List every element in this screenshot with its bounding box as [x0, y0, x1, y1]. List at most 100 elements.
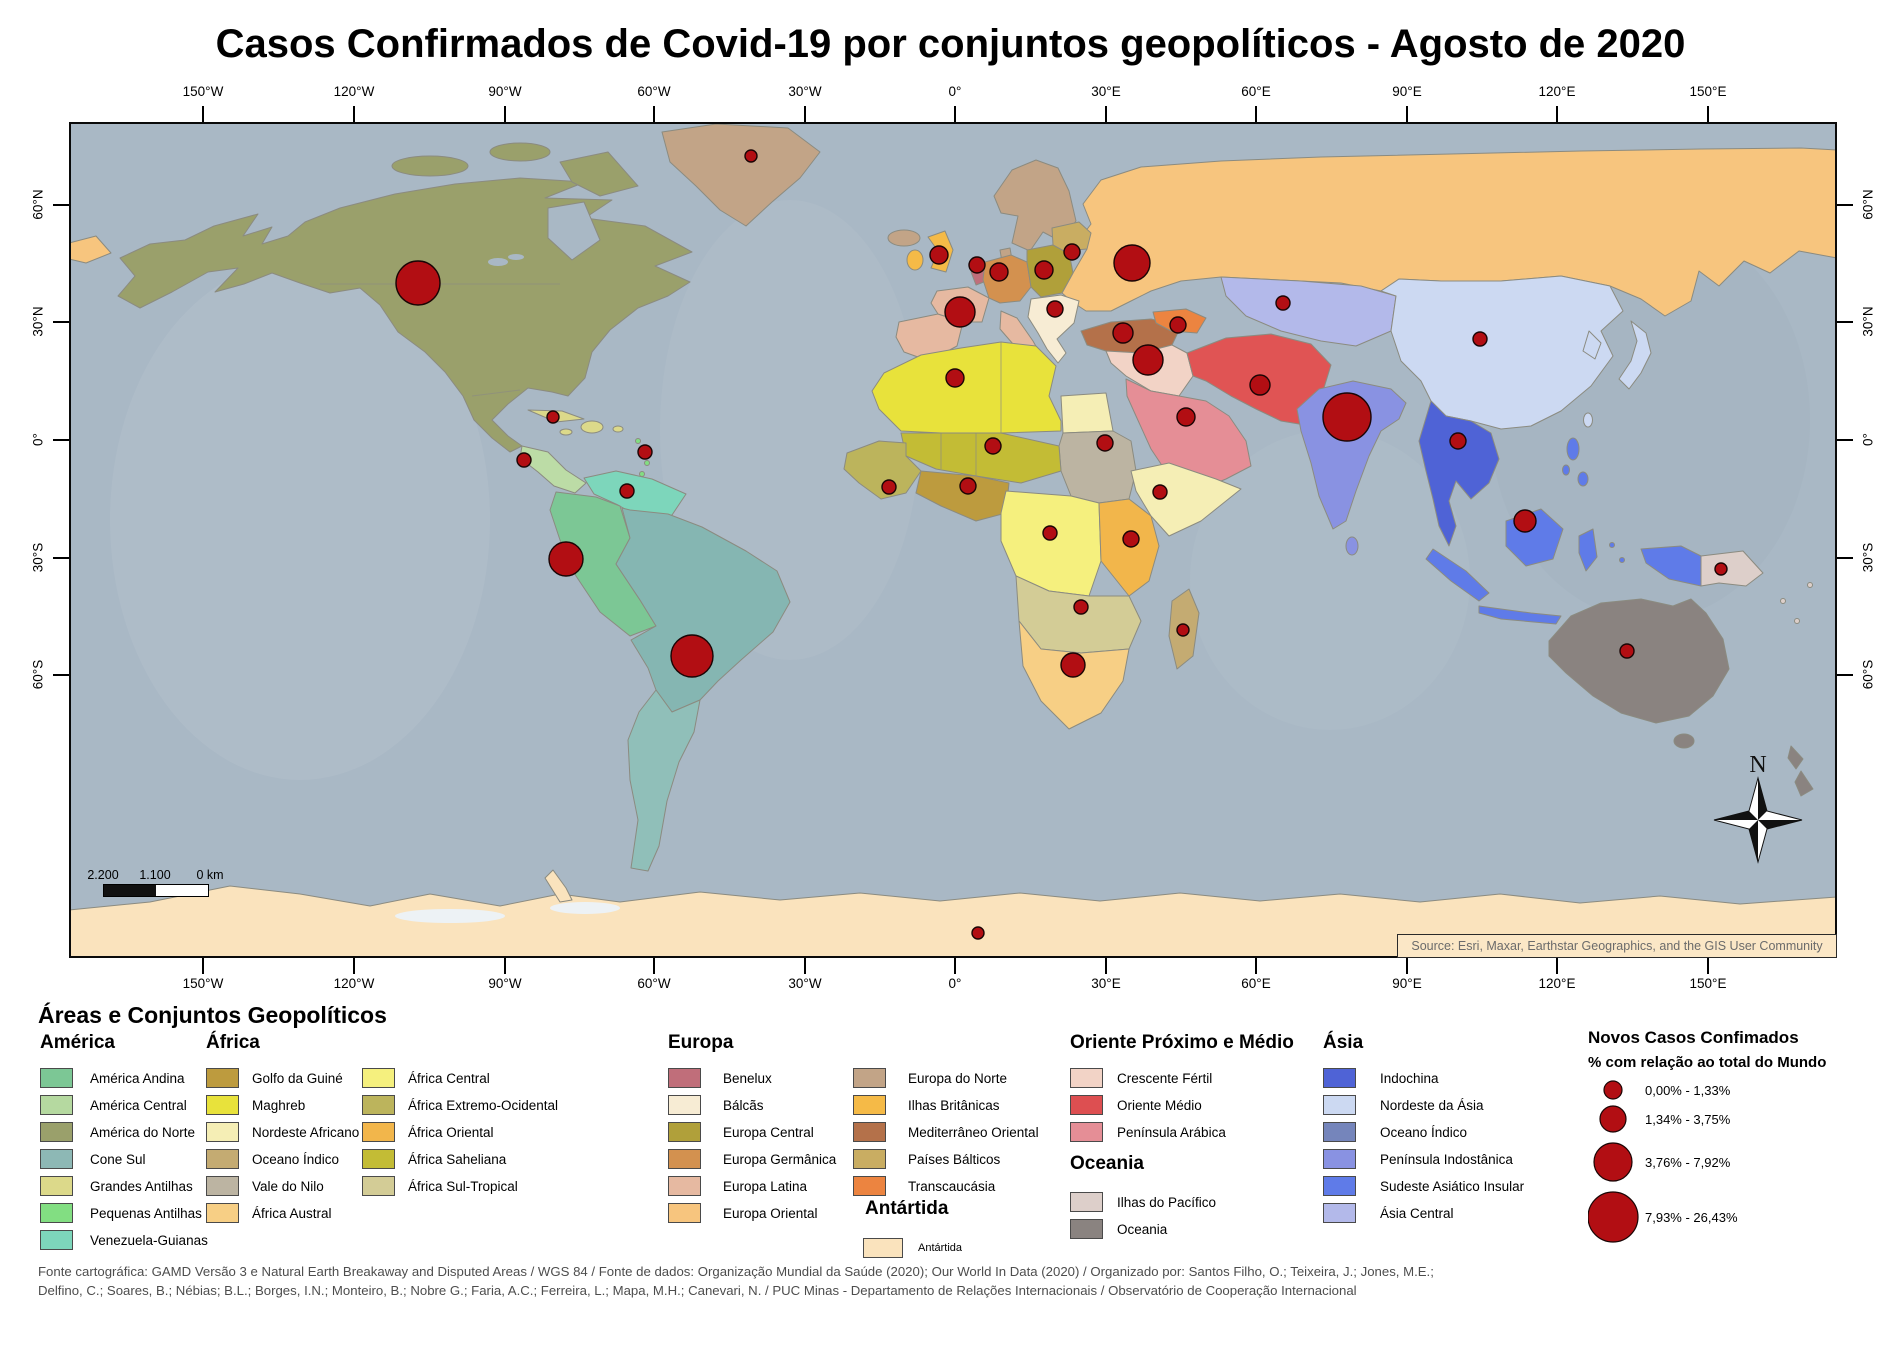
legend-swatch — [1323, 1095, 1356, 1115]
lon-label: 0° — [948, 84, 962, 99]
case-bubble-Península Indostânica — [1322, 392, 1372, 442]
legend-item-label: Europa Oriental — [723, 1205, 818, 1221]
region-america-central-caribe — [519, 409, 650, 494]
legend-item-label: Vale do Nilo — [252, 1178, 324, 1194]
lon-tick — [954, 958, 956, 974]
case-bubble-Europa Latina — [944, 296, 976, 328]
legend-item-label: América do Norte — [90, 1124, 196, 1140]
case-bubble-Oceano Índico (Madagáscar) — [1176, 623, 1190, 637]
legend-item-label: África Central — [408, 1070, 490, 1086]
legend-swatch — [40, 1068, 73, 1088]
legend-item-label: Transcaucásia — [908, 1178, 996, 1194]
lon-tick — [504, 106, 506, 122]
case-bubble-Maghreb — [945, 368, 965, 388]
symbol-legend-title: Novos Casos Confimados — [1588, 1028, 1799, 1047]
lon-label: 150°W — [182, 976, 224, 991]
lon-tick — [1406, 106, 1408, 122]
legend-item-label: Ilhas Britânicas — [908, 1097, 1000, 1113]
lon-tick — [954, 106, 956, 122]
ocean-shade — [1190, 430, 1470, 730]
case-bubble-Pequenas Antilhas — [637, 444, 653, 460]
legend-item-label: África Extremo-Ocidental — [408, 1097, 559, 1113]
scalebar-label: 0 km — [196, 868, 224, 882]
legend-item-label: Europa Central — [723, 1124, 814, 1140]
lat-tick — [53, 674, 69, 676]
lat-label: 30°N — [30, 306, 46, 337]
case-bubble-Benelux — [968, 256, 986, 274]
lon-tick — [1556, 106, 1558, 122]
lon-label: 90°W — [488, 976, 522, 991]
legend-item-label: África Oriental — [408, 1124, 494, 1140]
lon-label: 60°E — [1241, 976, 1271, 991]
legend-item-label: Nordeste da Ásia — [1380, 1097, 1484, 1113]
case-bubble-Ilhas do Pacífico — [1714, 562, 1728, 576]
legend-swatch — [1323, 1149, 1356, 1169]
lon-label: 150°E — [1689, 976, 1727, 991]
lat-label: 60°N — [1860, 189, 1876, 220]
lon-tick — [1707, 958, 1709, 974]
legend-item-label: Venezuela-Guianas — [90, 1232, 208, 1248]
legend-swatch — [206, 1176, 239, 1196]
lon-label: 30°E — [1091, 84, 1121, 99]
lon-label: 120°E — [1538, 84, 1576, 99]
case-bubble-Transcaucásia — [1169, 316, 1187, 334]
legend-swatch — [1323, 1176, 1356, 1196]
lat-label: 60°S — [30, 659, 46, 690]
scalebar — [103, 884, 209, 897]
lat-tick — [1837, 674, 1853, 676]
lon-tick — [202, 958, 204, 974]
region-africa — [843, 341, 1242, 730]
legend-swatch — [40, 1122, 73, 1142]
symbol-class-circle — [1588, 1191, 1639, 1243]
lat-tick — [1837, 321, 1853, 323]
legend-swatch — [206, 1122, 239, 1142]
legend-item-label: América Andina — [90, 1070, 185, 1086]
legend-item-label: Benelux — [723, 1070, 772, 1086]
legend-swatch — [668, 1176, 701, 1196]
lat-tick — [53, 557, 69, 559]
lon-tick — [202, 106, 204, 122]
legend-group-1: África — [206, 1032, 260, 1053]
region-america-do-norte — [117, 142, 693, 453]
legend-item-label: Oceano Índico — [1380, 1124, 1468, 1140]
scalebar-fill — [104, 885, 156, 896]
legend-item-label: Europa do Norte — [908, 1070, 1008, 1086]
lon-label: 90°W — [488, 84, 522, 99]
lon-label: 120°E — [1538, 976, 1576, 991]
lat-label: 30°S — [30, 542, 46, 573]
legend-item-label: Mediterrâneo Oriental — [908, 1124, 1039, 1140]
legend-swatch — [1323, 1068, 1356, 1088]
case-bubble-Sudeste Asiático Insular — [1513, 509, 1537, 533]
legend-item-label: Indochina — [1380, 1070, 1439, 1086]
case-bubble-Oriente Médio — [1249, 374, 1271, 396]
lon-tick — [1707, 106, 1709, 122]
lon-tick — [1105, 958, 1107, 974]
region-asia — [1220, 275, 1702, 625]
case-bubble-Península Arábica — [1176, 407, 1196, 427]
world-map: N — [69, 122, 1837, 958]
region-antartida — [69, 869, 1837, 958]
lon-tick — [504, 958, 506, 974]
case-bubble-Europa Germânica — [989, 262, 1009, 282]
case-bubble-África Extremo-Ocidental — [881, 479, 897, 495]
lon-label: 60°W — [637, 84, 671, 99]
symbol-class-label: 0,00% - 1,33% — [1645, 1082, 1731, 1098]
legend-group-4: Oriente Próximo e Médio — [1070, 1032, 1294, 1053]
lon-label: 60°W — [637, 976, 671, 991]
lon-tick — [353, 958, 355, 974]
case-bubble-Nordeste Africano — [1152, 484, 1168, 500]
lon-label: 120°W — [333, 84, 375, 99]
case-bubble-África Sul-Tropical — [1073, 599, 1089, 615]
legend-swatch — [40, 1230, 73, 1250]
legend-swatch — [40, 1095, 73, 1115]
case-bubble-Países Bálticos — [1063, 243, 1081, 261]
case-bubble-Antártida — [971, 926, 985, 940]
ocean-shade — [110, 260, 490, 780]
lon-label: 0° — [948, 976, 962, 991]
legend-swatch — [362, 1122, 395, 1142]
legend-swatch — [853, 1149, 886, 1169]
scalebar-label: 1.100 — [139, 868, 171, 882]
lon-tick — [804, 958, 806, 974]
lat-tick — [1837, 204, 1853, 206]
